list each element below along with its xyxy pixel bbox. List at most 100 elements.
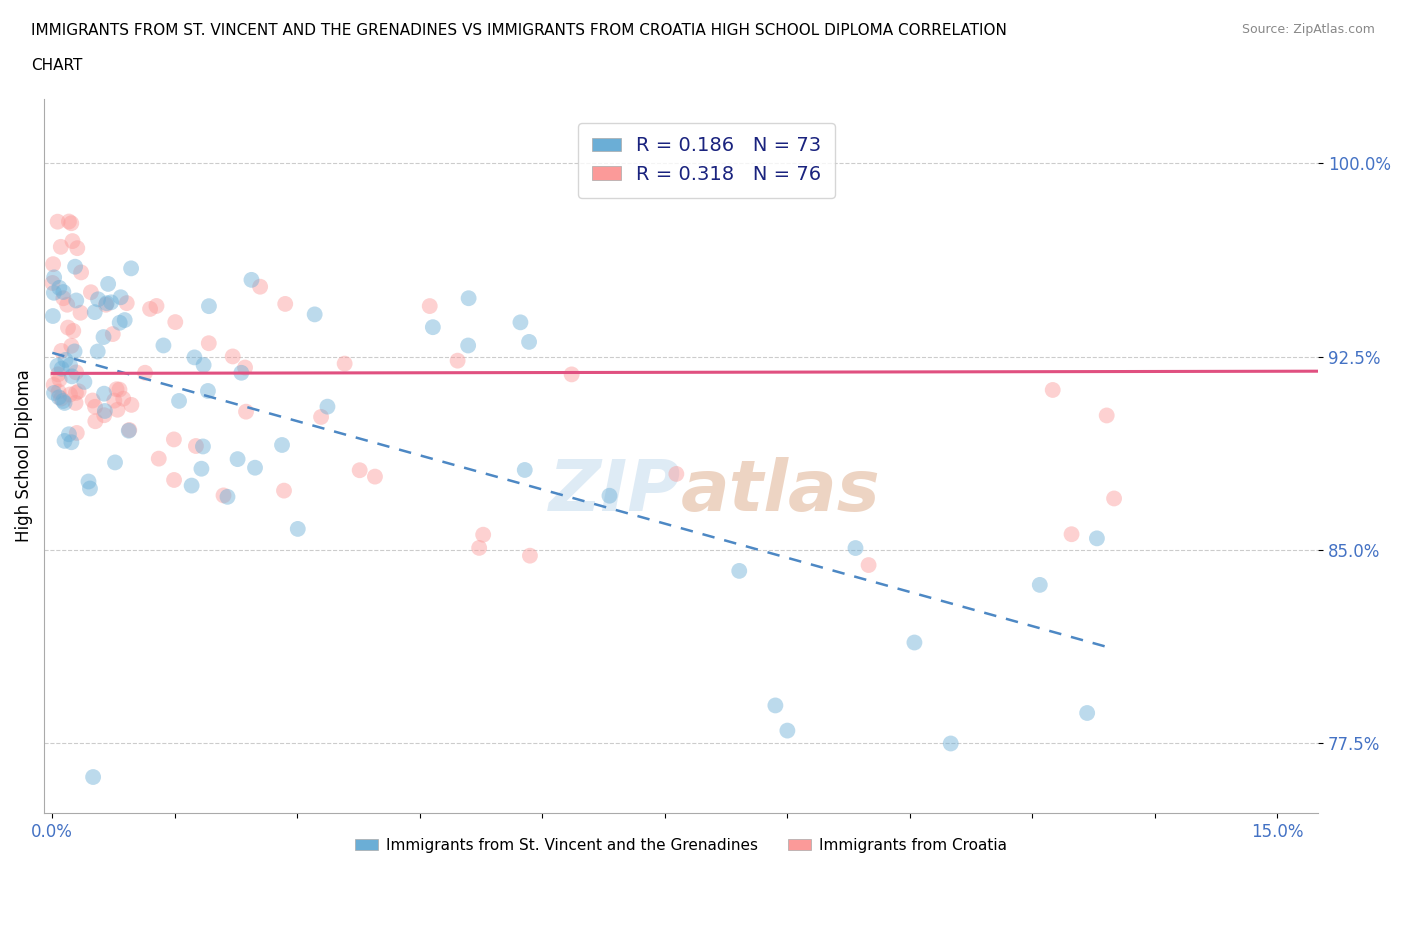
Immigrants from St. Vincent and the Grenadines <box>63 344 86 359</box>
Immigrants from Croatia <box>1102 491 1125 506</box>
Immigrants from St. Vincent and the Grenadines <box>48 390 70 405</box>
Immigrants from St. Vincent and the Grenadines <box>77 474 100 489</box>
Immigrants from Croatia <box>1095 408 1118 423</box>
Immigrants from St. Vincent and the Grenadines <box>100 295 122 310</box>
Immigrants from St. Vincent and the Grenadines <box>844 540 866 555</box>
Immigrants from St. Vincent and the Grenadines <box>42 286 65 300</box>
Immigrants from Croatia <box>115 296 138 311</box>
Immigrants from St. Vincent and the Grenadines <box>53 395 76 410</box>
Immigrants from Croatia <box>274 297 297 312</box>
Immigrants from St. Vincent and the Grenadines <box>728 564 751 578</box>
Immigrants from Croatia <box>212 488 235 503</box>
Immigrants from St. Vincent and the Grenadines <box>42 386 65 401</box>
Immigrants from Croatia <box>65 395 87 410</box>
Immigrants from St. Vincent and the Grenadines <box>180 478 202 493</box>
Immigrants from St. Vincent and the Grenadines <box>217 489 239 504</box>
Immigrants from St. Vincent and the Grenadines <box>63 259 86 274</box>
Immigrants from Croatia <box>56 320 79 335</box>
Immigrants from St. Vincent and the Grenadines <box>96 296 118 311</box>
Immigrants from Croatia <box>41 275 63 290</box>
Immigrants from St. Vincent and the Grenadines <box>240 272 263 287</box>
Immigrants from St. Vincent and the Grenadines <box>287 522 309 537</box>
Immigrants from St. Vincent and the Grenadines <box>120 261 142 276</box>
Immigrants from St. Vincent and the Grenadines <box>271 437 294 452</box>
Immigrants from Croatia <box>59 387 82 402</box>
Immigrants from Croatia <box>49 239 72 254</box>
Immigrants from Croatia <box>93 407 115 422</box>
Immigrants from St. Vincent and the Grenadines <box>93 386 115 401</box>
Text: IMMIGRANTS FROM ST. VINCENT AND THE GRENADINES VS IMMIGRANTS FROM CROATIA HIGH S: IMMIGRANTS FROM ST. VINCENT AND THE GREN… <box>31 23 1007 38</box>
Immigrants from Croatia <box>65 386 87 401</box>
Immigrants from Croatia <box>62 233 84 248</box>
Immigrants from Croatia <box>80 285 103 299</box>
Immigrants from Croatia <box>62 324 84 339</box>
Immigrants from St. Vincent and the Grenadines <box>197 383 219 398</box>
Immigrants from St. Vincent and the Grenadines <box>1076 706 1098 721</box>
Immigrants from St. Vincent and the Grenadines <box>190 461 212 476</box>
Immigrants from St. Vincent and the Grenadines <box>457 339 479 353</box>
Immigrants from Croatia <box>66 241 89 256</box>
Immigrants from Croatia <box>84 414 107 429</box>
Immigrants from Croatia <box>60 216 83 231</box>
Immigrants from Croatia <box>197 336 219 351</box>
Immigrants from Croatia <box>1060 526 1083 541</box>
Immigrants from Croatia <box>103 393 125 408</box>
Immigrants from Croatia <box>419 299 441 313</box>
Immigrants from Croatia <box>163 432 186 446</box>
Legend: Immigrants from St. Vincent and the Grenadines, Immigrants from Croatia: Immigrants from St. Vincent and the Gren… <box>349 831 1014 859</box>
Immigrants from Croatia <box>222 349 245 364</box>
Immigrants from Croatia <box>134 365 156 380</box>
Immigrants from Croatia <box>665 467 688 482</box>
Immigrants from Croatia <box>120 397 142 412</box>
Text: Source: ZipAtlas.com: Source: ZipAtlas.com <box>1241 23 1375 36</box>
Immigrants from Croatia <box>107 403 129 418</box>
Immigrants from Croatia <box>333 356 356 371</box>
Immigrants from St. Vincent and the Grenadines <box>193 358 215 373</box>
Y-axis label: High School Diploma: High School Diploma <box>15 369 32 542</box>
Immigrants from St. Vincent and the Grenadines <box>939 736 962 751</box>
Immigrants from St. Vincent and the Grenadines <box>509 315 531 330</box>
Immigrants from Croatia <box>165 314 187 329</box>
Immigrants from Croatia <box>349 463 371 478</box>
Immigrants from Croatia <box>519 549 541 564</box>
Immigrants from Croatia <box>42 378 65 392</box>
Immigrants from St. Vincent and the Grenadines <box>42 309 65 324</box>
Text: CHART: CHART <box>31 58 83 73</box>
Immigrants from St. Vincent and the Grenadines <box>59 358 82 373</box>
Immigrants from St. Vincent and the Grenadines <box>198 299 221 313</box>
Immigrants from St. Vincent and the Grenadines <box>1085 531 1108 546</box>
Immigrants from Croatia <box>56 298 79 312</box>
Immigrants from St. Vincent and the Grenadines <box>52 285 75 299</box>
Immigrants from Croatia <box>58 214 80 229</box>
Immigrants from Croatia <box>249 279 271 294</box>
Immigrants from Croatia <box>139 301 162 316</box>
Immigrants from Croatia <box>163 472 186 487</box>
Immigrants from Croatia <box>67 384 90 399</box>
Immigrants from Croatia <box>309 409 332 424</box>
Immigrants from St. Vincent and the Grenadines <box>65 293 87 308</box>
Immigrants from St. Vincent and the Grenadines <box>517 335 540 350</box>
Immigrants from St. Vincent and the Grenadines <box>60 369 83 384</box>
Immigrants from Croatia <box>273 484 295 498</box>
Immigrants from Croatia <box>82 393 104 408</box>
Immigrants from Croatia <box>48 372 70 387</box>
Immigrants from St. Vincent and the Grenadines <box>83 305 105 320</box>
Immigrants from Croatia <box>184 439 207 454</box>
Immigrants from St. Vincent and the Grenadines <box>55 352 77 367</box>
Immigrants from Croatia <box>858 558 880 573</box>
Immigrants from St. Vincent and the Grenadines <box>226 452 249 467</box>
Immigrants from St. Vincent and the Grenadines <box>52 393 75 408</box>
Immigrants from St. Vincent and the Grenadines <box>316 399 339 414</box>
Immigrants from St. Vincent and the Grenadines <box>79 481 101 496</box>
Immigrants from Croatia <box>70 265 93 280</box>
Immigrants from St. Vincent and the Grenadines <box>903 635 925 650</box>
Immigrants from Croatia <box>84 399 107 414</box>
Immigrants from St. Vincent and the Grenadines <box>457 291 479 306</box>
Immigrants from St. Vincent and the Grenadines <box>152 338 174 352</box>
Immigrants from St. Vincent and the Grenadines <box>60 435 83 450</box>
Immigrants from Croatia <box>101 326 124 341</box>
Immigrants from St. Vincent and the Grenadines <box>118 423 141 438</box>
Immigrants from Croatia <box>60 339 83 353</box>
Immigrants from Croatia <box>112 392 135 406</box>
Immigrants from St. Vincent and the Grenadines <box>93 329 115 344</box>
